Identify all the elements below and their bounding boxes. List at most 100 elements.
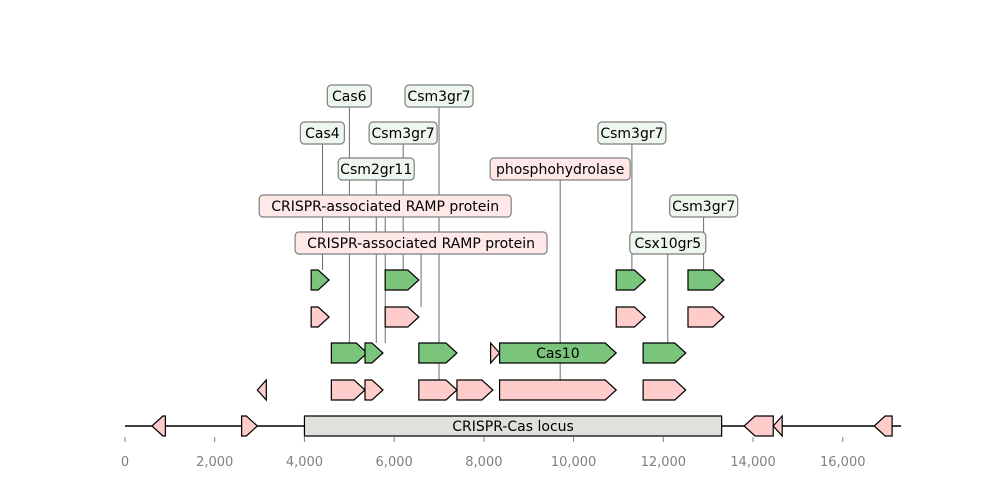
annotation-label: Csm3gr7 [669, 194, 739, 218]
axis-tick-label: 16,000 [820, 455, 866, 470]
annotation-label: phosphohydrolase [489, 157, 631, 181]
gene-feature-forward [615, 269, 647, 291]
gene-arrow [384, 306, 420, 328]
gene-arrow [615, 306, 647, 328]
gene-feature-reverse [772, 414, 783, 438]
gene-arrow [418, 342, 458, 364]
gene-arrow [615, 269, 647, 291]
gene-feature-forward [418, 379, 458, 401]
annotation-label: Cas4 [299, 121, 345, 145]
axis-tick-label: 2,000 [196, 455, 233, 470]
annotation-label-text: Csm3gr7 [372, 126, 435, 142]
gene-arrow [241, 415, 259, 437]
annotation-label: Csm3gr7 [597, 121, 667, 145]
gene-arrow [364, 342, 384, 364]
annotation-label-text: Csm3gr7 [672, 199, 735, 215]
gene-arrow [256, 378, 267, 402]
axis-tick-label: 6,000 [376, 455, 413, 470]
gene-feature-forward [330, 379, 366, 401]
gene-name-label: Cas10 [536, 346, 579, 362]
gene-arrow [498, 379, 618, 401]
gene-feature-forward [642, 342, 687, 364]
annotation-label-text: CRISPR-associated RAMP protein [307, 236, 535, 252]
gene-feature-forward [456, 379, 494, 401]
gene-feature-reverse [743, 415, 774, 437]
gene-arrow [364, 379, 384, 401]
gene-arrow [873, 415, 893, 437]
annotation-label-text: Csm3gr7 [600, 126, 663, 142]
annotation-label-box [489, 157, 631, 181]
gene-feature-forward [687, 269, 725, 291]
axis-tick-label: 0 [121, 455, 129, 470]
annotation-label-text: Cas4 [305, 126, 340, 142]
gene-feature-region: CRISPR-Cas locus [303, 415, 723, 437]
annotation-label-box [299, 121, 345, 145]
gene-arrow [330, 379, 366, 401]
gene-arrow [310, 269, 331, 291]
annotation-label-text: Csm3gr7 [407, 89, 470, 105]
annotation-label: CRISPR-associated RAMP protein [258, 194, 512, 218]
annotation-label-text: Csm2gr11 [340, 162, 412, 178]
gene-arrow [772, 414, 783, 438]
annotation-label-text: Cas6 [332, 89, 367, 105]
gene-feature-forward [642, 379, 687, 401]
gene-arrow [310, 306, 331, 328]
annotation-label: Csx10gr5 [629, 231, 707, 255]
axis-tick-label: 4,000 [286, 455, 323, 470]
gene-arrow [642, 379, 687, 401]
gene-feature-forward [498, 379, 618, 401]
gene-feature-reverse [256, 378, 267, 402]
gene-arrow [687, 306, 725, 328]
annotation-label-box [669, 194, 739, 218]
annotation-label-box [326, 84, 372, 108]
annotation-label-box [337, 157, 415, 181]
gene-feature-forward [364, 342, 384, 364]
gene-feature-forward [615, 306, 647, 328]
annotation-label: Cas6 [326, 84, 372, 108]
gene-feature-forward [241, 415, 259, 437]
annotation-label: CRISPR-associated RAMP protein [294, 231, 548, 255]
annotation-label: Csm3gr7 [368, 121, 438, 145]
gene-feature-forward [490, 341, 501, 365]
position-axis: 0 2,000 4,000 6,000 8,000 10,000 12,000 14,000 1… [121, 437, 866, 470]
annotation-label: Csm3gr7 [404, 84, 474, 108]
annotation-label-box [368, 121, 438, 145]
gene-arrow [498, 342, 618, 364]
gene-arrow [330, 342, 369, 364]
gene-feature-forward [330, 342, 369, 364]
axis-tick-label: 8,000 [465, 455, 502, 470]
gene-feature-forward [364, 379, 384, 401]
gene-feature-forward [687, 306, 725, 328]
gene-feature-forward [384, 269, 420, 291]
axis-tick-label: 14,000 [730, 455, 776, 470]
gene-feature-forward [418, 342, 458, 364]
gene-feature-reverse [873, 415, 893, 437]
gene-arrow [151, 415, 166, 437]
gene-arrow [418, 379, 458, 401]
gene-arrow [384, 269, 420, 291]
annotation-label-box [629, 231, 707, 255]
annotation-label-text: phosphohydrolase [496, 162, 624, 178]
axis-tick-label: 12,000 [641, 455, 687, 470]
axis-tick-label: 10,000 [551, 455, 597, 470]
gene-feature-forward [310, 269, 331, 291]
annotation-label-box [597, 121, 667, 145]
gene-arrow [490, 341, 501, 365]
gene-arrow [456, 379, 494, 401]
gene-features: CRISPR-Cas locus Cas10 [151, 269, 893, 438]
gene-feature-forward [384, 306, 420, 328]
annotation-label-text: Csx10gr5 [634, 236, 701, 252]
gene-feature-forward [310, 306, 331, 328]
gene-arrow [642, 342, 687, 364]
annotation-label-box [258, 194, 512, 218]
gene-feature-forward: Cas10 [498, 342, 618, 364]
annotation-label: Csm2gr11 [337, 157, 415, 181]
gene-arrow [743, 415, 774, 437]
gene-arrow [303, 415, 723, 437]
annotation-label-box [294, 231, 548, 255]
annotation-label-text: CRISPR-associated RAMP protein [271, 199, 499, 215]
annotation-labels: Cas6 Csm3gr7 Cas4 Csm3gr7 Csm3gr7 Csm2gr11 pho… [258, 84, 739, 255]
annotation-label-box [404, 84, 474, 108]
gene-name-label: CRISPR-Cas locus [452, 419, 574, 435]
